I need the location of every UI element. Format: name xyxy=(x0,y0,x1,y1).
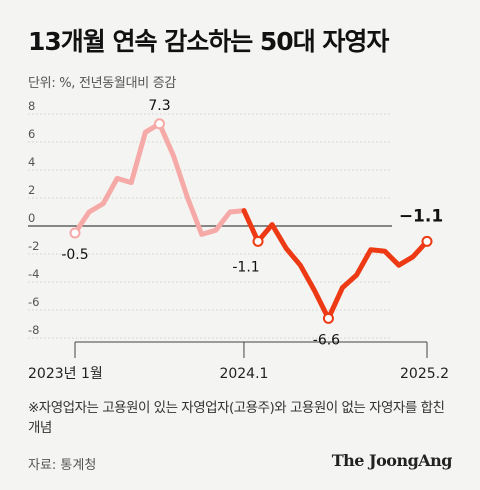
x-tick-label: 2023년 1월 xyxy=(28,366,103,382)
y-tick-label: -8 xyxy=(28,323,39,337)
y-tick-label: -6 xyxy=(28,295,39,309)
data-point-marker xyxy=(421,235,433,247)
x-tick-label: 2025.2 xyxy=(400,366,449,382)
y-tick-label: 0 xyxy=(28,211,35,225)
series-line-2024 xyxy=(241,208,430,321)
y-tick-label: 4 xyxy=(28,155,35,169)
data-label: -0.5 xyxy=(61,247,88,263)
data-label: -6.6 xyxy=(313,332,340,348)
y-tick-label: -2 xyxy=(28,239,39,253)
data-label: 7.3 xyxy=(148,98,170,114)
data-point-marker xyxy=(153,118,165,130)
source-label: 자료: 통계청 xyxy=(28,458,97,473)
y-tick-label: 2 xyxy=(28,183,35,197)
data-point-marker xyxy=(322,312,334,324)
line-layer xyxy=(72,121,430,321)
series-line-2023 xyxy=(72,121,247,237)
label-layer: -0.5 7.3 -1.1 -6.6 −1.1 xyxy=(61,98,443,349)
data-point-marker xyxy=(69,227,81,239)
line-chart: 8 6 4 2 0 -2 -4 -6 -8 2023년 1월 2024.1 2025.2 -0.5 7.… xyxy=(28,98,449,382)
y-tick-label: 8 xyxy=(28,99,35,113)
axis-layer: 8 6 4 2 0 -2 -4 -6 -8 2023년 1월 2024.1 2025.2 xyxy=(28,99,449,382)
chart-title: 13개월 연속 감소하는 50대 자영자 xyxy=(28,27,389,56)
marker-layer xyxy=(69,118,433,324)
unit-label: 단위: %, 전년동월대비 증감 xyxy=(28,76,177,91)
grid-layer xyxy=(28,113,392,339)
brand-logo: The JoongAng xyxy=(331,451,453,470)
x-tick-label: 2024.1 xyxy=(219,366,268,382)
y-tick-label: 6 xyxy=(28,127,35,141)
footnote: ※자영업자는 고용원이 있는 자영업자(고용주)와 고용원이 없는 자영자를 합… xyxy=(28,400,445,436)
data-label: −1.1 xyxy=(399,206,443,226)
data-label: -1.1 xyxy=(232,259,259,275)
data-point-marker xyxy=(252,235,264,247)
y-tick-label: -4 xyxy=(28,267,39,281)
